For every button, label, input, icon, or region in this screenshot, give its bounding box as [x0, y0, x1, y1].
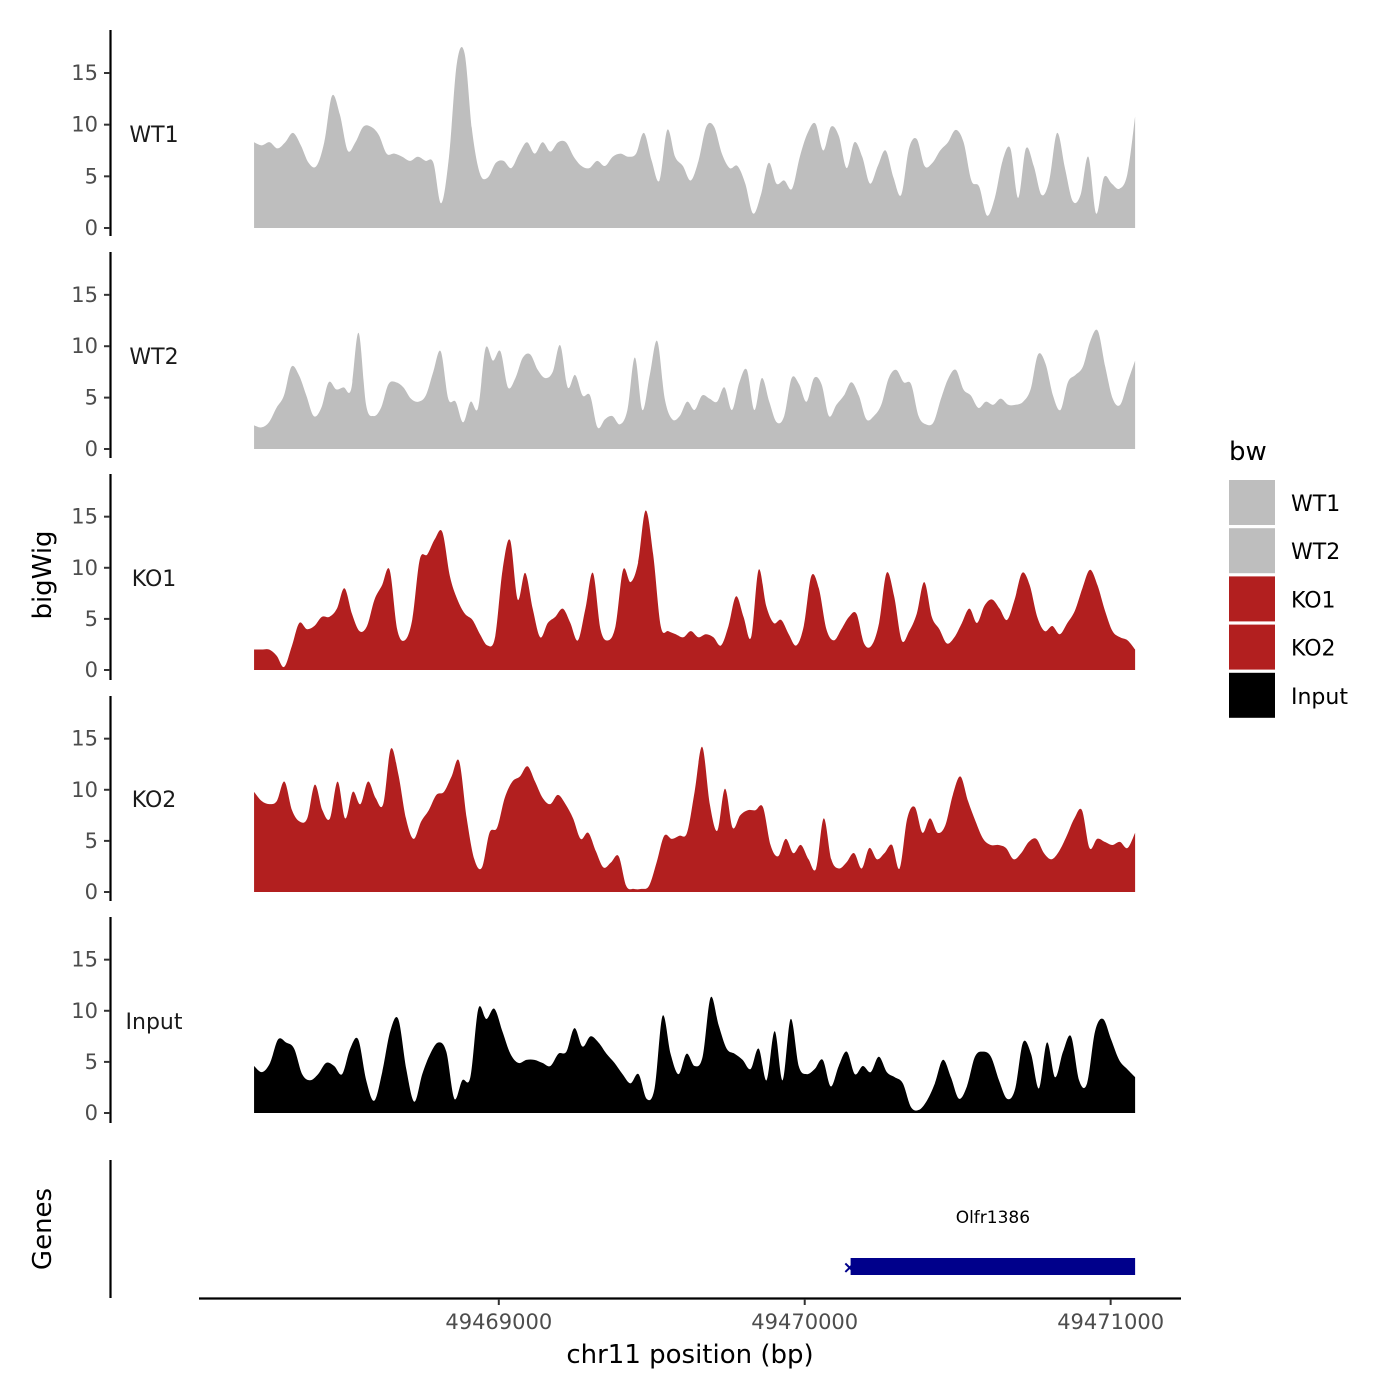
y-tick-label: 5: [85, 607, 98, 631]
legend-label-input: Input: [1291, 685, 1348, 710]
x-axis: 49469000 49470000 49471000: [199, 1297, 1181, 1334]
legend-label-wt2: WT2: [1291, 540, 1340, 565]
ko1-signal-area: [254, 510, 1136, 670]
legend-label-ko1: KO1: [1291, 588, 1336, 613]
y-tick-label: 0: [85, 880, 98, 904]
legend-title: bw: [1229, 437, 1267, 467]
y-tick-label: 15: [71, 283, 98, 307]
input-signal-area: [254, 996, 1136, 1113]
y-tick-label: 10: [71, 778, 98, 802]
y-tick-label: 0: [85, 658, 98, 682]
y-axis-title: bigWig: [28, 530, 58, 619]
track-panel-input: Input 0 5 10 15: [71, 917, 1136, 1125]
genes-axis-title: Genes: [28, 1188, 58, 1270]
gene-bar-olfr1386: [850, 1258, 1136, 1275]
y-tick-label: 5: [85, 829, 98, 853]
strip-label-input: Input: [126, 1010, 183, 1035]
legend-key-ko1: [1229, 576, 1275, 622]
gene-label-olfr1386: Olfr1386: [956, 1208, 1030, 1228]
legend-key-wt2: [1229, 528, 1275, 574]
genes-panel: Genes × Olfr1386: [28, 1160, 1136, 1298]
y-tick-label: 5: [85, 164, 98, 188]
wt2-signal-area: [254, 329, 1136, 449]
ko2-signal-area: [254, 746, 1136, 892]
wt1-signal-area: [254, 47, 1136, 229]
legend: bw WT1 WT2 KO1 KO2 Input: [1229, 437, 1348, 718]
y-tick-label: 15: [71, 948, 98, 972]
y-tick-label: 15: [71, 727, 98, 751]
track-panel-wt2: WT2 0 5 10 15: [71, 252, 1136, 461]
legend-key-wt1: [1229, 480, 1275, 525]
track-panel-ko1: KO1 0 5 10 15: [71, 474, 1136, 682]
y-tick-label: 0: [85, 216, 98, 240]
y-tick-label: 10: [71, 999, 98, 1023]
y-tick-label: 15: [71, 61, 98, 85]
strip-label-wt1: WT1: [129, 123, 178, 148]
strip-label-ko2: KO2: [132, 788, 177, 813]
y-tick-label: 0: [85, 437, 98, 461]
x-tick-label: 49471000: [1057, 1310, 1164, 1334]
y-tick-label: 10: [71, 113, 98, 137]
y-tick-label: 5: [85, 1050, 98, 1074]
strip-label-wt2: WT2: [129, 345, 178, 370]
gene-strand-marker: ×: [842, 1258, 856, 1278]
y-tick-label: 10: [71, 334, 98, 358]
y-tick-label: 0: [85, 1101, 98, 1125]
legend-label-wt1: WT1: [1291, 492, 1340, 517]
legend-key-ko2: [1229, 624, 1275, 670]
legend-label-ko2: KO2: [1291, 637, 1336, 662]
y-tick-label: 15: [71, 505, 98, 529]
x-tick-label: 49470000: [751, 1310, 858, 1334]
track-panel-wt1: WT1 0 5 10 15: [71, 30, 1136, 240]
y-tick-label: 10: [71, 556, 98, 580]
legend-key-input: [1229, 672, 1275, 718]
track-panel-ko2: KO2 0 5 10 15: [71, 696, 1136, 904]
strip-label-ko1: KO1: [132, 567, 177, 592]
x-tick-label: 49469000: [445, 1310, 552, 1334]
y-tick-label: 5: [85, 386, 98, 410]
x-axis-title: chr11 position (bp): [566, 1340, 813, 1370]
